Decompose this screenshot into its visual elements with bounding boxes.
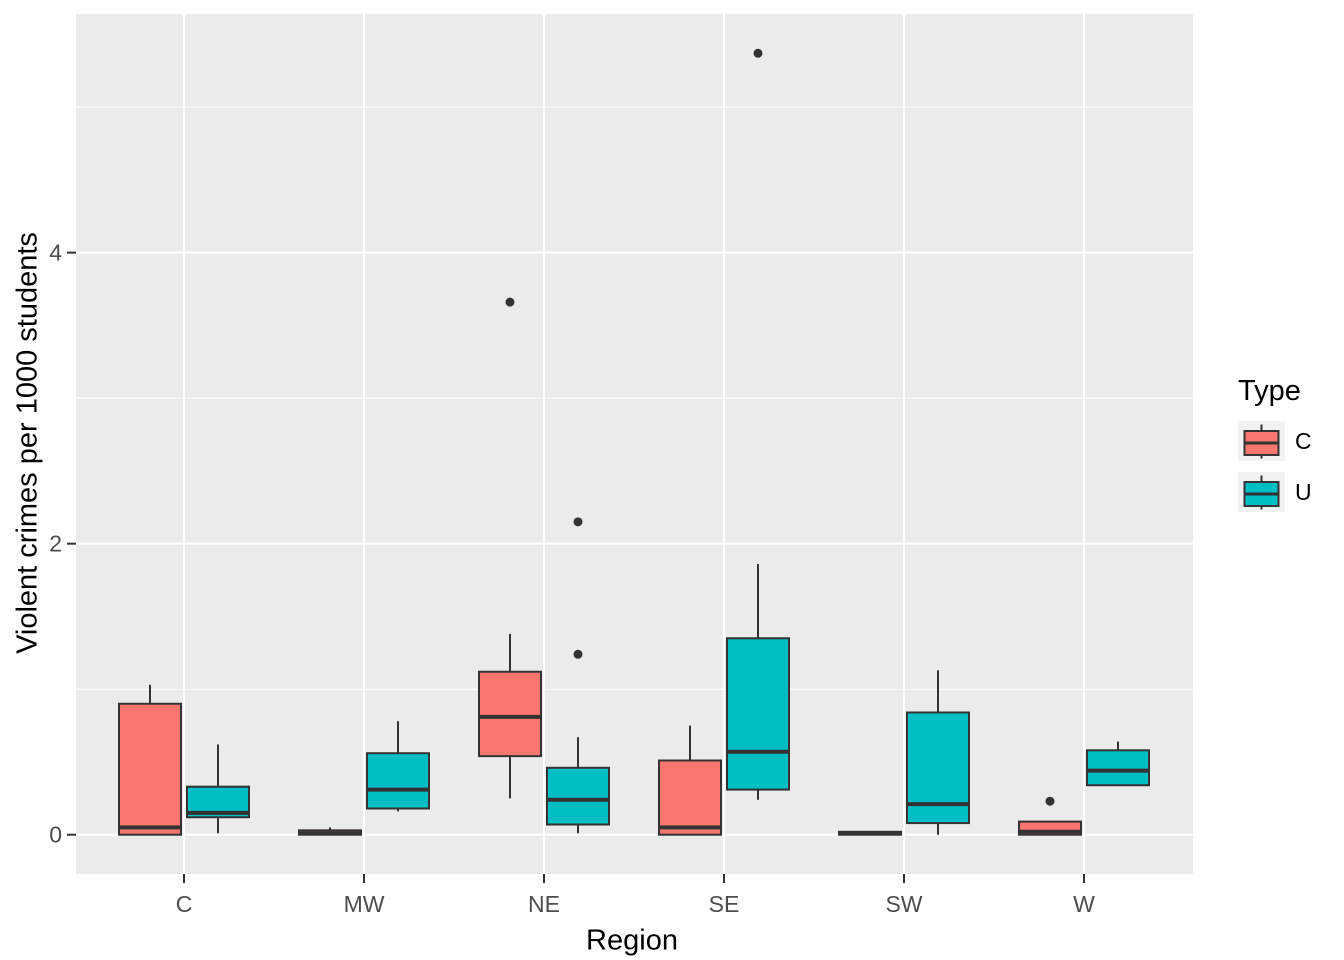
- x-tick-label: C: [176, 891, 193, 917]
- x-tick-label: W: [1073, 891, 1095, 917]
- x-axis-title-text: Region: [586, 924, 678, 957]
- legend-item-C: C: [1238, 421, 1312, 461]
- y-tick-label: 2: [49, 531, 62, 557]
- outlier-C-NE: [505, 297, 515, 307]
- box-C-SE: [658, 759, 722, 836]
- x-tick-label: SE: [709, 891, 740, 917]
- y-axis-title-text: Violent crimes per 1000 students: [11, 232, 44, 654]
- box-U-W: [1086, 749, 1150, 787]
- y-tick-label: 0: [49, 822, 62, 848]
- x-tick-label: SW: [885, 891, 922, 917]
- box-U-SW: [906, 711, 970, 825]
- plot-panel: [76, 14, 1193, 874]
- outlier-C-W: [1045, 796, 1055, 806]
- box-U-MW: [366, 752, 430, 810]
- legend-item-U: U: [1238, 472, 1312, 512]
- legend-item-label: C: [1295, 427, 1312, 454]
- box-U-SE: [726, 637, 790, 791]
- legend-key-boxplot-icon: [1238, 472, 1285, 512]
- x-tick-label: NE: [528, 891, 560, 917]
- legend-title: Type: [1238, 375, 1301, 407]
- y-tick-label: 4: [49, 240, 62, 266]
- box-C-C: [118, 702, 182, 836]
- box-U-NE: [546, 766, 610, 826]
- x-tick-label: MW: [344, 891, 385, 917]
- outlier-U-SE: [753, 48, 763, 58]
- legend-item-label: U: [1295, 478, 1312, 505]
- outlier-U-NE: [573, 649, 583, 659]
- box-C-NE: [478, 670, 542, 758]
- legend-key-boxplot-icon: [1238, 421, 1285, 461]
- outlier-U-NE: [573, 517, 583, 527]
